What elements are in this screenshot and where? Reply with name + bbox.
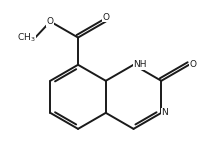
Text: O: O xyxy=(102,12,109,22)
Text: O: O xyxy=(47,17,54,26)
Text: O: O xyxy=(189,60,196,69)
Text: CH$_3$: CH$_3$ xyxy=(17,31,35,44)
Text: N: N xyxy=(161,108,168,117)
Text: NH: NH xyxy=(134,60,147,69)
